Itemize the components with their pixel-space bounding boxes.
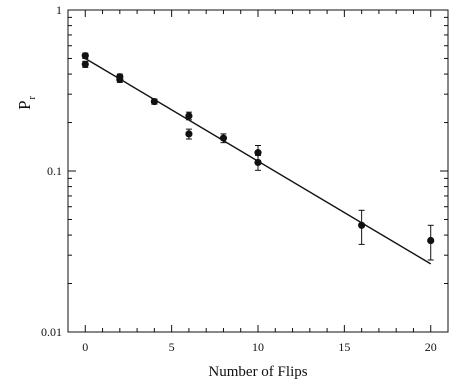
data-point (185, 128, 193, 140)
y-axis-tick-labels: 0.01 0.1 1 (41, 3, 62, 339)
data-marker (185, 112, 193, 120)
svg-text:Pr: Pr (15, 95, 38, 109)
data-marker (185, 130, 193, 138)
x-tick-label: 20 (425, 340, 437, 354)
y-tick-label: 0.1 (47, 164, 62, 178)
x-tick-label: 5 (169, 340, 175, 354)
data-marker (81, 52, 89, 60)
y-axis-title-sub: r (27, 95, 38, 99)
data-marker (358, 221, 366, 229)
data-point (254, 154, 262, 171)
data-marker (219, 134, 228, 142)
data-point (427, 224, 435, 261)
data-point (358, 209, 366, 245)
x-tick-label: 0 (82, 340, 88, 354)
plot-frame (67, 9, 449, 333)
data-marker (254, 158, 262, 167)
data-marker (427, 236, 435, 245)
data-marker (254, 149, 262, 157)
y-axis-title: Pr (15, 95, 38, 109)
data-point (81, 60, 89, 68)
data-points (81, 52, 435, 261)
x-tick-label: 15 (338, 340, 350, 354)
data-point (185, 111, 193, 121)
y-axis-title-main: P (15, 100, 34, 109)
x-axis-tick-labels: 0 5 10 15 20 (82, 340, 436, 354)
y-axis-ticks (68, 9, 448, 333)
data-point (81, 52, 89, 60)
data-point (116, 75, 124, 84)
data-marker (116, 75, 124, 84)
y-tick-label: 0.01 (41, 325, 62, 339)
data-point (219, 133, 228, 144)
data-marker (150, 97, 158, 106)
y-tick-label: 1 (56, 3, 62, 17)
x-axis-ticks (67, 10, 449, 332)
x-axis-title: Number of Flips (208, 364, 307, 380)
data-point (150, 97, 158, 106)
data-marker (81, 60, 89, 68)
x-tick-label: 10 (252, 340, 264, 354)
